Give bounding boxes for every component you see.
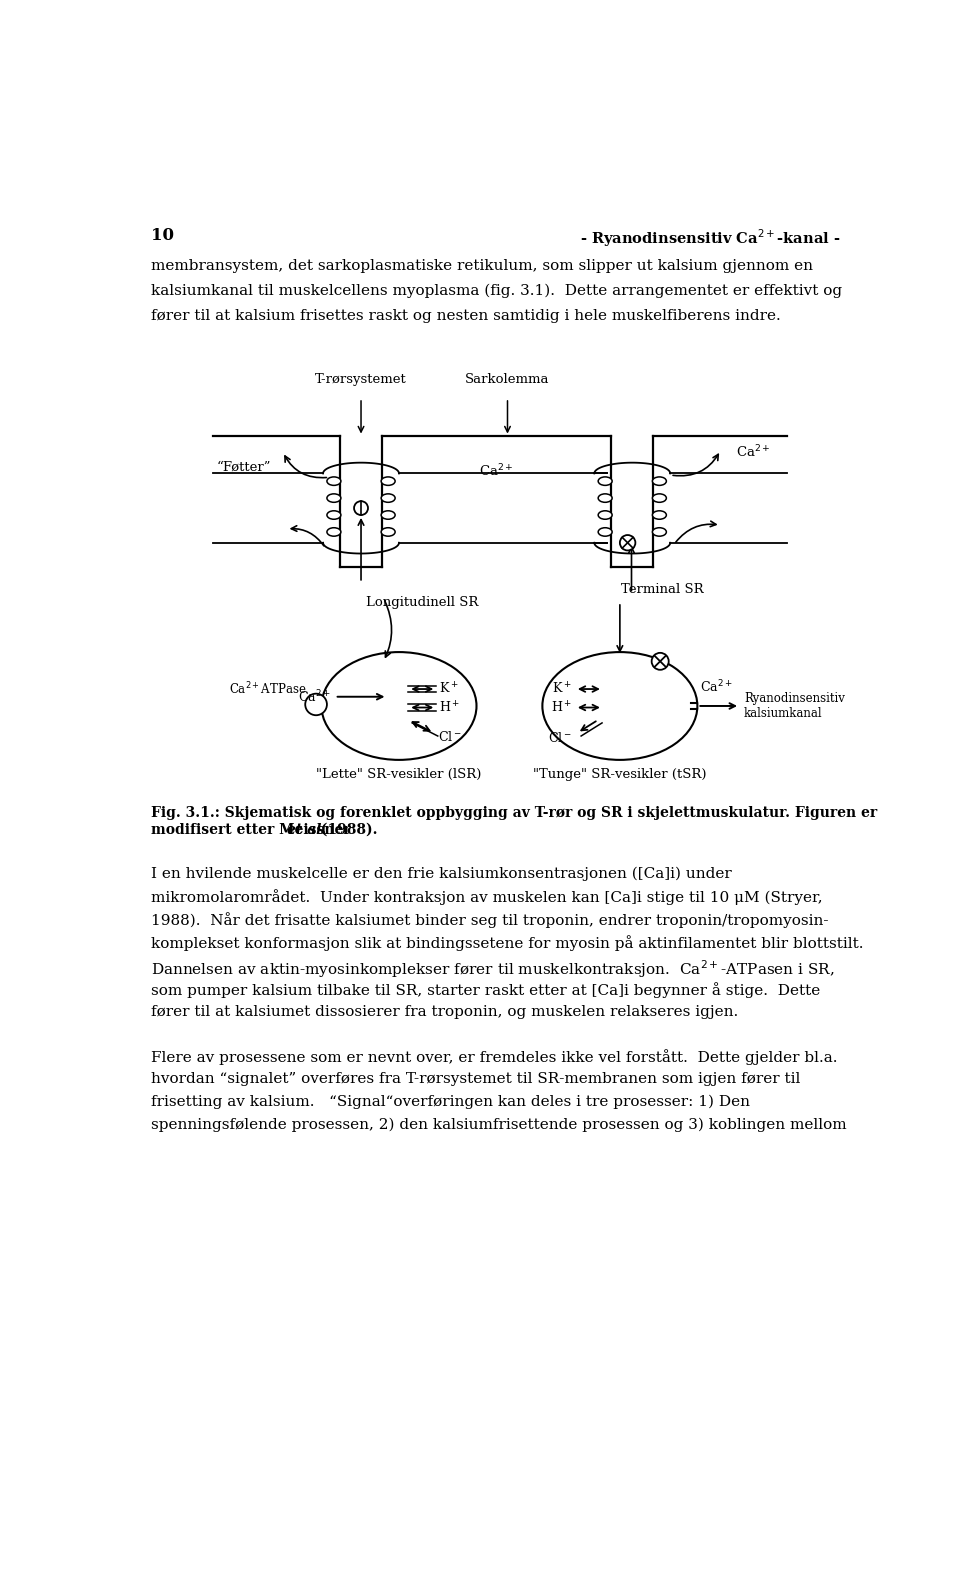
Text: mikromolarområdet.  Under kontraksjon av muskelen kan [Ca]i stige til 10 μM (Str: mikromolarområdet. Under kontraksjon av … — [151, 889, 823, 904]
Circle shape — [305, 694, 327, 716]
Text: H$^+$: H$^+$ — [440, 700, 461, 714]
Text: et al.: et al. — [287, 824, 325, 836]
Text: fører til at kalsiumet dissosierer fra troponin, og muskelen relakseres igjen.: fører til at kalsiumet dissosierer fra t… — [151, 1004, 738, 1019]
Ellipse shape — [653, 494, 666, 502]
Ellipse shape — [598, 477, 612, 485]
Circle shape — [354, 501, 368, 515]
Text: Ca$^{2+}$: Ca$^{2+}$ — [736, 444, 771, 461]
Text: Flere av prosessene som er nevnt over, er fremdeles ikke vel forstått.  Dette gj: Flere av prosessene som er nevnt over, e… — [151, 1049, 837, 1064]
Text: hvordan “signalet” overføres fra T-rørsystemet til SR-membranen som igjen fører : hvordan “signalet” overføres fra T-rørsy… — [151, 1072, 801, 1085]
Text: kalsiumkanal til muskelcellens myoplasma (fig. 3.1).  Dette arrangementet er eff: kalsiumkanal til muskelcellens myoplasma… — [151, 284, 842, 298]
Text: frisetting av kalsium.   “Signal“overføringen kan deles i tre prosesser: 1) Den: frisetting av kalsium. “Signal“overførin… — [151, 1095, 750, 1109]
Text: T-rørsystemet: T-rørsystemet — [315, 372, 407, 385]
Ellipse shape — [598, 494, 612, 502]
Text: spenningsfølende prosessen, 2) den kalsiumfrisettende prosessen og 3) koblingen : spenningsfølende prosessen, 2) den kalsi… — [151, 1118, 847, 1133]
Circle shape — [620, 535, 636, 551]
Ellipse shape — [381, 510, 396, 520]
Circle shape — [652, 653, 669, 670]
Text: modifisert etter Meissner: modifisert etter Meissner — [151, 824, 355, 836]
Ellipse shape — [598, 527, 612, 537]
Text: H$^+$: H$^+$ — [551, 700, 572, 714]
Ellipse shape — [327, 527, 341, 537]
Text: Cl$^-$: Cl$^-$ — [548, 732, 572, 746]
Text: "Lette" SR-vesikler (lSR): "Lette" SR-vesikler (lSR) — [316, 768, 482, 781]
Text: komplekset konformasjon slik at bindingssetene for myosin på aktinfilamentet bli: komplekset konformasjon slik at bindings… — [151, 936, 863, 952]
Text: 1988).  Når det frisatte kalsiumet binder seg til troponin, endrer troponin/trop: 1988). Når det frisatte kalsiumet binder… — [151, 912, 828, 928]
Ellipse shape — [327, 510, 341, 520]
Text: 10: 10 — [151, 227, 174, 244]
Text: K$^+$: K$^+$ — [440, 681, 459, 697]
Ellipse shape — [381, 527, 396, 537]
Text: membransystem, det sarkoplasmatiske retikulum, som slipper ut kalsium gjennom en: membransystem, det sarkoplasmatiske reti… — [151, 260, 813, 274]
Ellipse shape — [322, 653, 476, 760]
Text: Ca$^{2+}$: Ca$^{2+}$ — [701, 678, 733, 695]
Text: Fig. 3.1.: Skjematisk og forenklet oppbygging av T-rør og SR i skjelettmuskulatu: Fig. 3.1.: Skjematisk og forenklet oppby… — [151, 806, 877, 821]
Text: fører til at kalsium frisettes raskt og nesten samtidig i hele muskelfiberens in: fører til at kalsium frisettes raskt og … — [151, 309, 780, 323]
Text: "Tunge" SR-vesikler (tSR): "Tunge" SR-vesikler (tSR) — [533, 768, 707, 781]
Text: Terminal SR: Terminal SR — [621, 583, 704, 596]
Text: Ca$^{2+}$: Ca$^{2+}$ — [298, 689, 331, 705]
Ellipse shape — [542, 653, 697, 760]
Ellipse shape — [598, 510, 612, 520]
Text: som pumper kalsium tilbake til SR, starter raskt etter at [Ca]i begynner å stige: som pumper kalsium tilbake til SR, start… — [151, 982, 820, 998]
Ellipse shape — [653, 527, 666, 537]
Text: Cl$^-$: Cl$^-$ — [438, 730, 462, 744]
Text: Dannelsen av aktin-myosinkomplekser fører til muskelkontraksjon.  Ca$^{2+}$-ATPa: Dannelsen av aktin-myosinkomplekser føre… — [151, 958, 834, 980]
Text: I en hvilende muskelcelle er den frie kalsiumkonsentrasjonen ([Ca]i) under: I en hvilende muskelcelle er den frie ka… — [151, 866, 732, 881]
Text: (1988).: (1988). — [316, 824, 377, 836]
Text: Sarkolemma: Sarkolemma — [466, 372, 550, 385]
Text: Ca$^{2+}$: Ca$^{2+}$ — [479, 463, 514, 480]
Ellipse shape — [381, 477, 396, 485]
Ellipse shape — [381, 494, 396, 502]
Text: Longitudinell SR: Longitudinell SR — [366, 596, 478, 608]
Text: Ryanodinsensitiv
kalsiumkanal: Ryanodinsensitiv kalsiumkanal — [744, 692, 845, 721]
Text: Ca$^{2+}$ATPase: Ca$^{2+}$ATPase — [228, 681, 306, 697]
Ellipse shape — [327, 477, 341, 485]
Ellipse shape — [653, 477, 666, 485]
Ellipse shape — [653, 510, 666, 520]
Text: K$^+$: K$^+$ — [552, 681, 572, 697]
Ellipse shape — [327, 494, 341, 502]
Text: - Ryanodinsensitiv Ca$^{2+}$-kanal -: - Ryanodinsensitiv Ca$^{2+}$-kanal - — [580, 227, 841, 249]
Text: “Føtter”: “Føtter” — [217, 461, 271, 474]
